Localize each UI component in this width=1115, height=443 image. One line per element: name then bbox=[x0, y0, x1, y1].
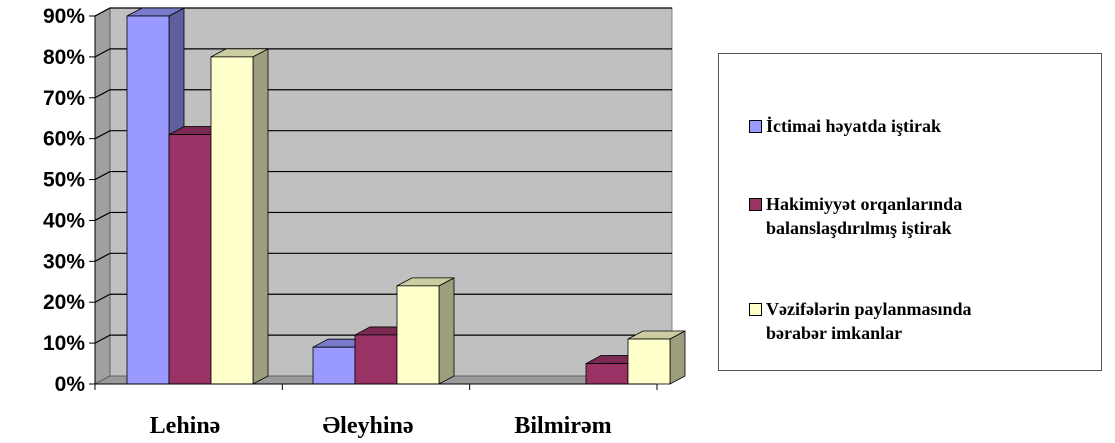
gridline bbox=[94, 130, 672, 140]
bar-front-face bbox=[312, 346, 356, 385]
legend-label-ictimai-line1: İctimai həyatda iştirak bbox=[766, 116, 941, 136]
y-tick-label: 80% bbox=[43, 46, 85, 69]
legend-label-hakimiyyet: Hakimiyyət orqanlarında balanslaşdırılmı… bbox=[766, 192, 962, 240]
y-tick-label: 30% bbox=[43, 250, 85, 273]
legend-label-ictimai: İctimai həyatda iştirak bbox=[766, 114, 941, 138]
bar-front-face bbox=[627, 338, 671, 385]
bar-front-face bbox=[210, 56, 254, 385]
legend-item-hakimiyyet: Hakimiyyət orqanlarında balanslaşdırılmı… bbox=[749, 192, 962, 240]
legend-label-vezifeler-line2: bərabər imkanlar bbox=[766, 323, 903, 343]
legend-swatch-ictimai bbox=[749, 120, 762, 133]
x-category-label: Lehinə bbox=[150, 413, 221, 439]
gridline bbox=[94, 334, 672, 344]
legend-label-hakimiyyet-line1: Hakimiyyət orqanlarında bbox=[766, 194, 963, 214]
legend-label-vezifeler: Vəzifələrin paylanmasında bərabər imkanl… bbox=[766, 297, 972, 345]
y-tick-label: 70% bbox=[43, 87, 85, 110]
legend-swatch-hakimiyyet bbox=[749, 198, 762, 211]
x-category-label: Bilmirəm bbox=[514, 413, 611, 439]
gridline bbox=[94, 293, 672, 303]
bar-front-face bbox=[585, 363, 629, 385]
bar-side-face bbox=[252, 48, 269, 385]
y-tick-label: 10% bbox=[43, 332, 85, 355]
chart-legend: İctimai həyatda iştirak Hakimiyyət orqan… bbox=[718, 53, 1102, 371]
legend-label-hakimiyyet-line2: balanslaşdırılmış iştirak bbox=[766, 218, 952, 238]
y-tick-label: 40% bbox=[43, 209, 85, 232]
x-category-label: Əleyhinə bbox=[322, 413, 413, 439]
bar-front-face bbox=[396, 285, 440, 385]
legend-swatch-vezifeler bbox=[749, 303, 762, 316]
gridline bbox=[94, 89, 672, 99]
y-tick-label: 50% bbox=[43, 169, 85, 192]
bar-side-face bbox=[669, 330, 686, 385]
y-tick-label: 0% bbox=[55, 373, 86, 396]
legend-item-ictimai: İctimai həyatda iştirak bbox=[749, 114, 941, 138]
legend-label-vezifeler-line1: Vəzifələrin paylanmasında bbox=[766, 299, 972, 319]
bar-front-face bbox=[168, 134, 212, 385]
bar bbox=[210, 48, 269, 385]
bar-front-face bbox=[126, 15, 170, 385]
legend-item-vezifeler: Vəzifələrin paylanmasında bərabər imkanl… bbox=[749, 297, 972, 345]
bar-front-face bbox=[354, 334, 398, 385]
bar-side-face bbox=[438, 277, 455, 385]
gridline bbox=[94, 252, 672, 262]
y-tick-label: 60% bbox=[43, 128, 85, 151]
gridline bbox=[94, 48, 672, 58]
y-tick-label: 90% bbox=[43, 5, 85, 28]
gridline bbox=[94, 7, 672, 17]
gridline bbox=[94, 170, 672, 181]
bar bbox=[396, 277, 455, 385]
bar bbox=[627, 330, 686, 385]
y-tick-label: 20% bbox=[43, 291, 85, 314]
gridline bbox=[94, 211, 672, 221]
chart-side-wall bbox=[94, 7, 111, 385]
